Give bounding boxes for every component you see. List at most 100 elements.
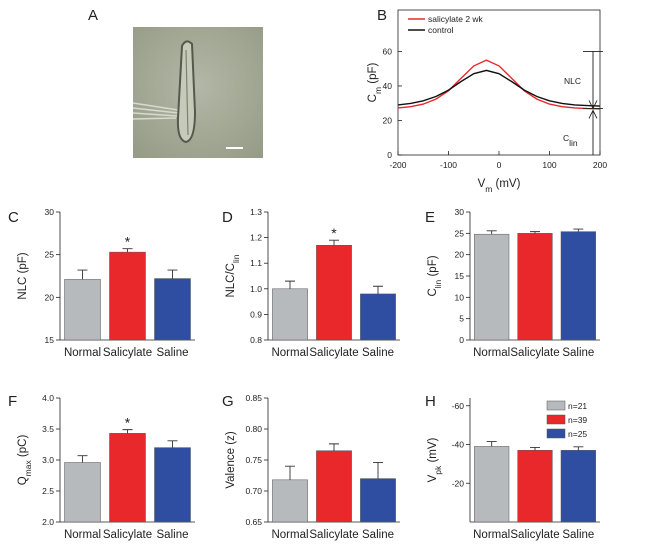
x-tick-label: Normal (64, 529, 101, 541)
x-tick-label: 200 (593, 160, 607, 170)
x-tick-label: Normal (473, 347, 510, 359)
bar (360, 293, 396, 341)
bar (154, 278, 191, 341)
legend-label: control (428, 25, 454, 35)
bar (474, 446, 510, 523)
y-axis-label: Vpk (mV) (427, 437, 443, 482)
x-tick-label: Saline (562, 529, 594, 541)
bar (109, 433, 146, 523)
x-tick-label: Salicylate (309, 347, 358, 359)
bar (474, 233, 510, 341)
y-tick-label: 2.0 (42, 517, 54, 527)
x-tick-label: Salicylate (103, 347, 152, 359)
bar (560, 231, 596, 341)
y-tick-label: 0.70 (245, 486, 262, 496)
x-tick-label: Salicylate (309, 529, 358, 541)
legend-swatch (546, 400, 566, 411)
y-tick-label: 40 (383, 81, 393, 91)
y-axis-label-sub: pk (433, 465, 443, 475)
error-bar (373, 462, 383, 479)
y-tick-label: 3.0 (42, 455, 54, 465)
y-tick-label: 20 (45, 292, 55, 302)
error-bar (573, 446, 584, 451)
error-bar (573, 228, 584, 232)
curve (397, 69, 601, 107)
y-axis-label-rest: (pC) (17, 435, 29, 461)
x-tick-label: Saline (157, 347, 189, 359)
error-bar (285, 280, 295, 289)
error-bar (373, 285, 383, 294)
x-tick-label: Normal (64, 347, 101, 359)
y-axis-label-rest: (mV) (427, 437, 439, 465)
x-tick-label: Saline (362, 529, 394, 541)
annotation: Clin (563, 133, 578, 148)
bar (64, 462, 101, 523)
x-tick-label: Saline (562, 347, 594, 359)
y-axis-label-rest: (pF) (367, 62, 379, 86)
y-tick-label: 5 (459, 314, 464, 324)
annotation-main: NLC (564, 76, 581, 86)
y-axis-label-main: V (427, 474, 439, 482)
y-tick-label: 2.5 (42, 486, 54, 496)
bar (517, 233, 553, 341)
panel-letter: F (8, 393, 17, 410)
bar (64, 279, 101, 341)
annotation: NLC (564, 76, 581, 86)
legend-swatch (546, 428, 566, 439)
x-tick-label: Normal (473, 529, 510, 541)
error-bar (77, 455, 88, 463)
error-bar (122, 429, 133, 434)
significance: * (125, 415, 131, 431)
x-tick-label: Normal (271, 529, 308, 541)
bar (560, 450, 596, 523)
error-bar (167, 440, 178, 448)
legend-swatch (546, 414, 566, 425)
bar (360, 478, 396, 523)
y-axis-label-sub: lin (231, 254, 241, 263)
y-tick-label: 4.0 (42, 393, 54, 403)
x-tick-label: 0 (497, 160, 502, 170)
legend-label: n=21 (568, 401, 587, 411)
y-tick-label: 1.0 (250, 284, 262, 294)
bar (316, 450, 352, 523)
x-tick-label: -100 (440, 160, 457, 170)
x-tick-label: Salicylate (510, 347, 559, 359)
y-tick-label: 0.9 (250, 309, 262, 319)
y-tick-label: 60 (383, 46, 393, 56)
bar (272, 479, 308, 523)
bar (316, 245, 352, 341)
x-axis-label-sub: m (485, 184, 492, 194)
bar (272, 288, 308, 341)
bar (517, 450, 553, 523)
error-bar (486, 441, 497, 447)
y-axis-label: NLC (pF) (17, 252, 29, 299)
x-tick-label: Normal (271, 347, 308, 359)
x-tick-label: 100 (542, 160, 556, 170)
y-tick-label: 20 (455, 250, 465, 260)
x-tick-label: Saline (362, 347, 394, 359)
y-tick-label: 15 (45, 335, 55, 345)
y-tick-label: -20 (452, 478, 465, 488)
error-bar (167, 269, 178, 279)
error-bar (329, 239, 339, 246)
x-axis-label-rest: (mV) (492, 178, 520, 190)
y-tick-label: -40 (452, 440, 465, 450)
x-axis-label: Vm (mV) (478, 178, 521, 194)
y-tick-label: 0.85 (245, 393, 262, 403)
y-tick-label: 25 (455, 228, 465, 238)
panel-letter: G (222, 393, 234, 410)
y-axis-label: Valence (z) (225, 431, 237, 488)
y-tick-label: 0.80 (245, 424, 262, 434)
x-tick-label: Saline (157, 529, 189, 541)
error-bar (285, 465, 295, 480)
annotation-main: C (563, 133, 569, 143)
legend-label: salicylate 2 wk (428, 14, 484, 24)
y-axis-label-main: NLC (pF) (17, 252, 29, 299)
legend-label: n=25 (568, 429, 587, 439)
y-axis-label-main: Valence (z) (225, 431, 237, 488)
x-tick-label: -200 (389, 160, 406, 170)
y-tick-label: 15 (455, 271, 465, 281)
error-bar (486, 230, 497, 235)
panel-letter: D (222, 209, 233, 226)
error-bar (122, 248, 133, 253)
